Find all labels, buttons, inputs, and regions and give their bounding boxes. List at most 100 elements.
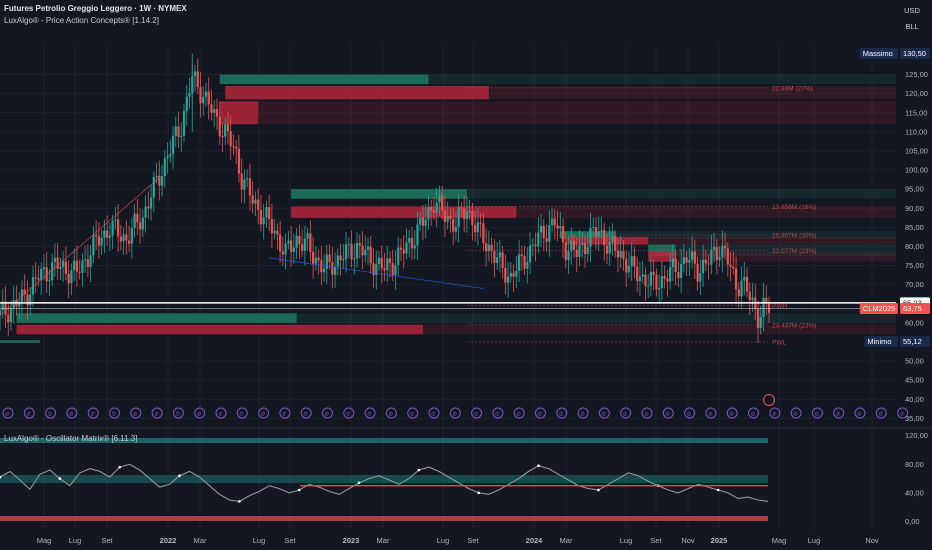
candle-body (169, 154, 172, 157)
time-tick: 2022 (160, 536, 177, 545)
event-marker (449, 407, 461, 419)
candle-body (592, 227, 595, 229)
event-marker-glyph: ⊘ (261, 412, 266, 418)
candle-body (295, 235, 298, 248)
candle-body (380, 257, 383, 269)
time-tick: Lug (437, 536, 450, 545)
candle-body (762, 298, 765, 318)
candle-body (691, 251, 694, 261)
candle-body (4, 301, 7, 315)
candle-body (487, 244, 490, 252)
candle-body (471, 210, 474, 226)
candle-body (427, 206, 430, 220)
event-marker-glyph: ⊘ (644, 412, 649, 418)
candle-body (147, 206, 150, 209)
time-tick: Mar (377, 536, 390, 545)
candle-body (630, 256, 633, 266)
candle-body (18, 301, 21, 307)
candle-body (174, 126, 177, 136)
candle-body (674, 258, 677, 272)
currency-button[interactable]: USD (904, 6, 920, 15)
event-marker (151, 407, 163, 419)
candle-body (333, 266, 337, 275)
indicator-title-oscillator[interactable]: LuxAlgo® - Oscillator Matrix® [6.11.3] (4, 434, 138, 443)
event-marker (535, 407, 546, 419)
candle-body (627, 265, 631, 273)
candle-body (235, 146, 238, 149)
event-marker-glyph: ⊘ (133, 412, 138, 418)
candle-body (663, 276, 666, 279)
candle-body (745, 276, 749, 292)
time-axis[interactable]: Mag Lug Set 2022 Mar Lug Set 2023 Mar Lug Set 2024 M… (37, 536, 879, 545)
candle-body (251, 195, 254, 204)
unit-button[interactable]: BLL (905, 22, 919, 31)
candle-body (268, 207, 271, 220)
candle-body (732, 266, 735, 269)
order-block (225, 86, 489, 100)
price-label-text: Minimo (867, 337, 891, 346)
time-tick: Lug (253, 536, 266, 545)
candle-body (636, 266, 639, 281)
candle-body (493, 251, 496, 263)
candle-body (355, 242, 359, 259)
order-block (291, 189, 467, 199)
candle-body (658, 288, 661, 290)
event-marker (258, 407, 270, 419)
candle-body (160, 176, 164, 186)
candle-body (56, 257, 59, 269)
candle-body (350, 243, 353, 260)
candle-body (449, 215, 452, 220)
candle-body (474, 225, 477, 233)
price-axis[interactable]: 125,00 120,00 115,00 110,00 105,00 100,00 95,0… (905, 70, 928, 526)
candle-body (528, 245, 532, 263)
candle-body (743, 276, 746, 281)
candle-body (62, 261, 65, 267)
osc-band-mid (0, 475, 768, 483)
candle-body (443, 210, 447, 222)
candle-body (682, 257, 685, 265)
candle-body (0, 309, 2, 316)
candle-body (729, 264, 732, 267)
candle-body (699, 273, 702, 282)
event-marker (172, 407, 184, 419)
candle-body (353, 258, 356, 260)
candle-body (182, 111, 186, 136)
candle-body (622, 251, 625, 260)
osc-point (357, 481, 361, 485)
candle-body (177, 126, 180, 137)
candle-body (95, 234, 98, 237)
price-label-value: 55,12 (903, 337, 922, 346)
candle-body (144, 206, 147, 218)
candle-body (575, 249, 578, 258)
candle-body (391, 263, 394, 275)
candle-body (171, 135, 175, 155)
price-label-tag (859, 48, 898, 60)
event-marker-glyph: ⊘ (154, 412, 159, 418)
event-marker-glyph: ⊘ (793, 412, 798, 418)
candle-body (652, 271, 655, 275)
candle-body (111, 220, 114, 236)
indicator-title-price-action[interactable]: LuxAlgo® - Price Action Concepts® [1.14.… (4, 16, 159, 25)
event-marker-glyph: ⊘ (452, 412, 457, 418)
candle-body (600, 230, 603, 232)
event-marker-glyph: ⊘ (325, 412, 330, 418)
candle-body (394, 264, 397, 275)
candle-body (520, 254, 523, 256)
candle-body (402, 249, 405, 254)
candle-body (287, 240, 290, 244)
event-marker (109, 407, 120, 419)
candle-body (542, 225, 545, 239)
price-tick: 40,00 (905, 395, 924, 404)
annotation-label: PWH (772, 303, 787, 310)
candle-body (430, 206, 433, 211)
candle-body (707, 263, 710, 265)
candle-body (358, 242, 361, 246)
time-tick: Set (467, 536, 479, 545)
candle-body (572, 240, 576, 250)
candle-body (545, 238, 548, 242)
price-label-value: 63,75 (903, 304, 922, 313)
candle-body (559, 226, 562, 229)
candle-body (254, 199, 257, 204)
candle-body (180, 135, 183, 137)
